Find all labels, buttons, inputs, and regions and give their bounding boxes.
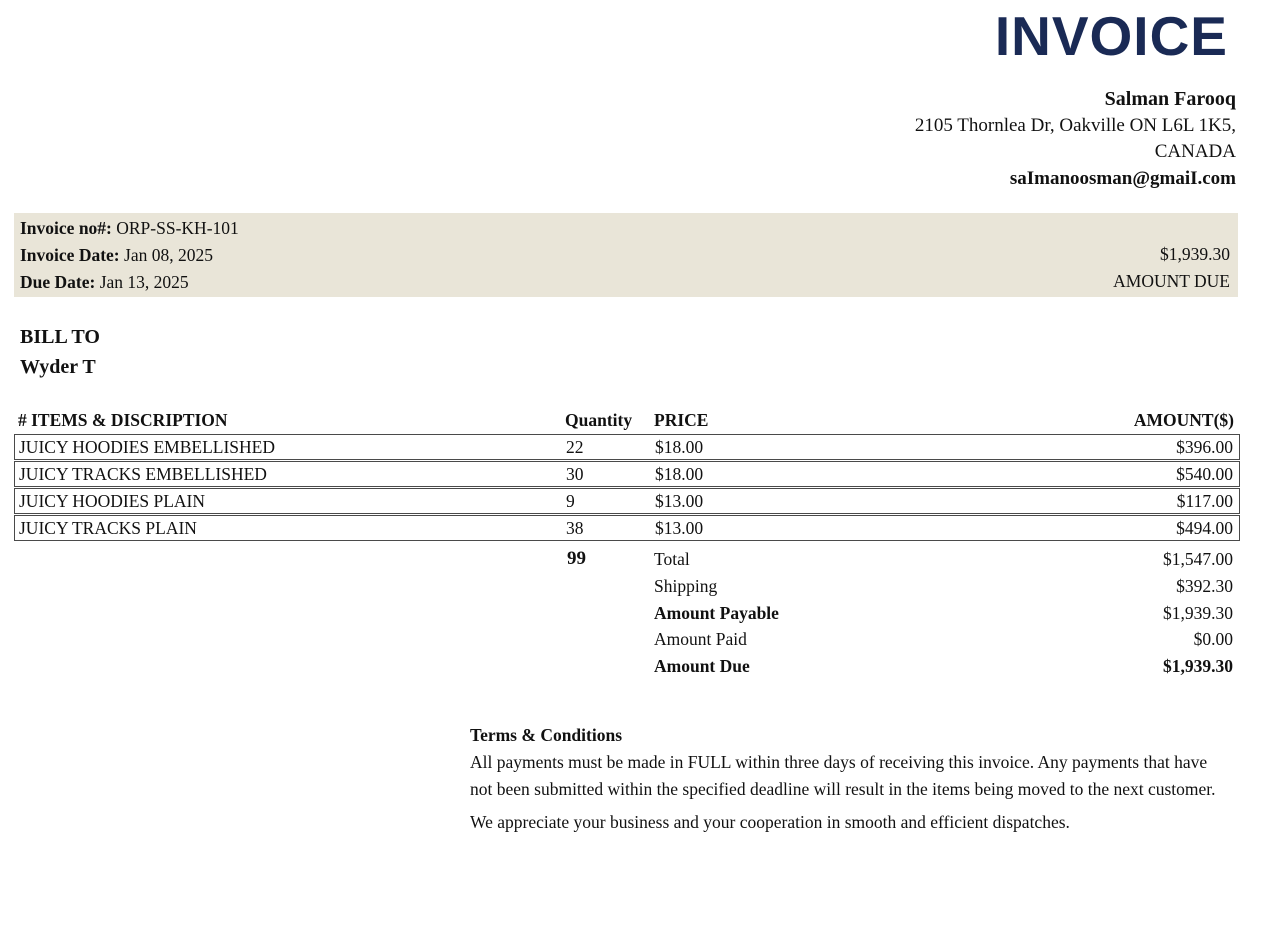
item-description: JUICY HOODIES PLAIN (19, 491, 206, 511)
invoice-number-value: ORP-SS-KH-101 (111, 218, 239, 238)
item-amount: $117.00 (1176, 491, 1233, 511)
seller-email: saImanoosman@gmaiI.com (1009, 167, 1236, 189)
totals-label: Amount Paid (654, 629, 747, 650)
header-items: # ITEMS & DISCRIPTION (18, 410, 228, 430)
terms-paragraph-1: All payments must be made in FULL within… (470, 752, 1216, 799)
item-price: $18.00 (655, 437, 704, 457)
item-quantity: 38 (566, 518, 584, 538)
item-quantity: 30 (566, 464, 584, 484)
item-price: $18.00 (655, 464, 704, 484)
amount-due-value: $1,939.30 (1160, 244, 1230, 264)
item-description: JUICY TRACKS PLAIN (19, 518, 197, 538)
invoice-meta-left: Invoice no#: ORP-SS-KH-101 Invoice Date:… (20, 215, 239, 295)
item-quantity: 9 (566, 491, 575, 511)
items-table: # ITEMS & DISCRIPTION Quantity PRICE AMO… (14, 408, 1240, 541)
invoice-number-line: Invoice no#: ORP-SS-KH-101 (20, 215, 239, 242)
item-amount: $494.00 (1176, 518, 1233, 538)
totals-row: 99 Total $1,547.00 (14, 546, 1240, 573)
invoice-meta-bar: Invoice no#: ORP-SS-KH-101 Invoice Date:… (14, 213, 1238, 297)
seller-block: Salman Farooq 2105 Thornlea Dr, Oakville… (915, 86, 1236, 192)
due-date-line: Due Date: Jan 13, 2025 (20, 269, 239, 296)
table-row: JUICY HOODIES EMBELLISHED 22 $18.00 $396… (14, 434, 1240, 460)
seller-address-line1: 2105 Thornlea Dr, Oakville ON L6L 1K5, (914, 114, 1236, 136)
table-row: JUICY TRACKS EMBELLISHED 30 $18.00 $540.… (14, 461, 1240, 487)
totals-row: Amount Paid $0.00 (14, 626, 1240, 653)
table-row: JUICY TRACKS PLAIN 38 $13.00 $494.00 (14, 515, 1240, 541)
amount-due-label: AMOUNT DUE (1113, 271, 1230, 291)
totals-quantity: 99 (567, 548, 586, 569)
totals-value: $1,939.30 (1163, 656, 1233, 677)
bill-to-label: BILL TO (20, 326, 100, 348)
invoice-meta-right: $1,939.30 AMOUNT DUE (1113, 215, 1230, 295)
invoice-date-label: Invoice Date: (20, 245, 120, 265)
table-row: JUICY HOODIES PLAIN 9 $13.00 $117.00 (14, 488, 1240, 514)
totals-label: Shipping (654, 575, 718, 596)
totals-label: Amount Due (654, 656, 750, 677)
item-amount: $396.00 (1176, 437, 1233, 457)
item-description: JUICY TRACKS EMBELLISHED (19, 464, 267, 484)
item-price: $13.00 (655, 518, 704, 538)
terms-paragraph-2: We appreciate your business and your coo… (470, 812, 1070, 832)
bill-to-name: Wyder T (20, 356, 96, 378)
totals-value: $0.00 (1193, 629, 1233, 650)
invoice-title: INVOICE (994, 5, 1228, 67)
totals-value: $392.30 (1176, 575, 1233, 596)
invoice-number-label: Invoice no#: (20, 218, 112, 238)
item-quantity: 22 (566, 437, 584, 457)
invoice-date-line: Invoice Date: Jan 08, 2025 (20, 242, 239, 269)
bill-to-block: BILL TO Wyder T (20, 322, 100, 382)
header-amount: AMOUNT($) (1133, 410, 1234, 430)
totals-value: $1,939.30 (1163, 602, 1233, 623)
due-date-value: Jan 13, 2025 (95, 272, 189, 292)
totals-section: 99 Total $1,547.00 Shipping $392.30 Amou… (14, 546, 1240, 680)
seller-address-line2: CANADA (1154, 141, 1236, 162)
totals-row: Shipping $392.30 (14, 573, 1240, 600)
totals-row: Amount Due $1,939.30 (14, 653, 1240, 680)
seller-name: Salman Farooq (1104, 88, 1236, 110)
item-description: JUICY HOODIES EMBELLISHED (19, 437, 276, 457)
totals-label: Total (654, 549, 690, 569)
totals-row: Amount Payable $1,939.30 (14, 600, 1240, 627)
item-amount: $540.00 (1176, 464, 1233, 484)
terms-heading: Terms & Conditions (470, 725, 623, 745)
invoice-date-value: Jan 08, 2025 (119, 245, 213, 265)
items-rows: JUICY HOODIES EMBELLISHED 22 $18.00 $396… (14, 434, 1240, 541)
header-quantity: Quantity (565, 410, 633, 430)
terms-section: Terms & Conditions All payments must be … (470, 722, 1228, 836)
header-price: PRICE (654, 410, 709, 430)
items-table-header: # ITEMS & DISCRIPTION Quantity PRICE AMO… (14, 408, 1240, 433)
item-price: $13.00 (655, 491, 704, 511)
totals-label: Amount Payable (654, 602, 779, 623)
due-date-label: Due Date: (20, 272, 96, 292)
totals-value: $1,547.00 (1163, 549, 1233, 569)
